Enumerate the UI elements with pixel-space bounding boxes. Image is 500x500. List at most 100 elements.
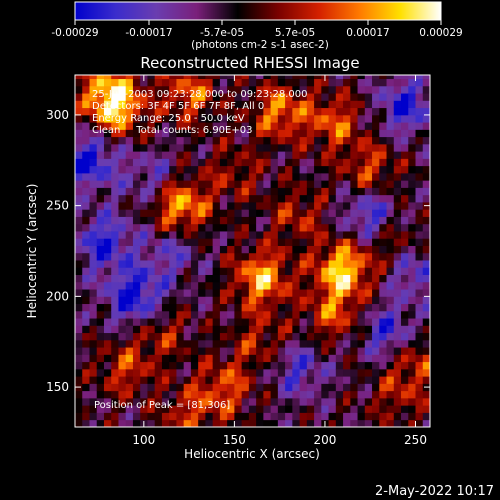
heatmap-cell xyxy=(219,172,228,181)
heatmap-cell xyxy=(169,412,177,421)
heatmap-cell xyxy=(140,390,148,399)
heatmap-cell xyxy=(357,325,366,334)
heatmap-cell xyxy=(256,180,264,188)
heatmap-cell xyxy=(415,85,424,94)
heatmap-cell xyxy=(386,165,395,174)
heatmap-cell xyxy=(393,100,402,109)
heatmap-cell xyxy=(393,310,402,319)
heatmap-cell xyxy=(292,194,300,203)
heatmap-cell xyxy=(176,390,185,399)
heatmap-cell xyxy=(321,100,329,109)
heatmap-cell xyxy=(379,325,387,334)
heatmap-cell xyxy=(328,209,337,217)
heatmap-cell xyxy=(328,339,337,348)
heatmap-cell xyxy=(198,231,206,239)
heatmap-cell xyxy=(256,216,264,225)
heatmap-cell xyxy=(277,267,286,275)
heatmap-cell xyxy=(415,405,424,413)
heatmap-cell xyxy=(408,274,416,283)
heatmap-cell xyxy=(372,180,380,188)
heatmap-cell xyxy=(299,354,308,363)
heatmap-cell xyxy=(89,172,98,181)
heatmap-cell xyxy=(306,114,315,123)
heatmap-cell xyxy=(161,339,170,348)
heatmap-cell xyxy=(379,114,387,123)
heatmap-cell xyxy=(379,122,387,130)
heatmap-cell xyxy=(263,143,272,152)
heatmap-cell xyxy=(205,318,214,326)
heatmap-cell xyxy=(147,100,156,109)
heatmap-cell xyxy=(256,289,264,297)
heatmap-cell xyxy=(241,245,250,254)
heatmap-cell xyxy=(82,347,90,355)
heatmap-cell xyxy=(270,100,279,109)
heatmap-cell xyxy=(270,223,279,232)
heatmap-cell xyxy=(350,325,358,334)
heatmap-cell xyxy=(277,383,286,392)
heatmap-cell xyxy=(118,419,127,428)
heatmap-cell xyxy=(227,93,235,101)
heatmap-cell xyxy=(190,209,199,217)
heatmap-cell xyxy=(234,75,243,80)
heatmap-cell xyxy=(408,289,416,297)
heatmap-cell xyxy=(82,151,90,159)
heatmap-cell xyxy=(256,405,264,413)
heatmap-cell xyxy=(343,390,351,399)
heatmap-cell xyxy=(408,78,416,87)
heatmap-cell xyxy=(422,165,431,174)
heatmap-cell xyxy=(219,180,228,188)
heatmap-cell xyxy=(277,165,286,174)
heatmap-cell xyxy=(118,75,127,80)
observation-info: 25-Jun-2003 09:23:28.000 to 09:23:28.000… xyxy=(92,89,308,136)
heatmap-cell xyxy=(364,100,373,109)
heatmap-cell xyxy=(125,75,134,80)
heatmap-cell xyxy=(205,151,214,159)
heatmap-cell xyxy=(357,143,366,152)
heatmap-cell xyxy=(219,303,228,312)
heatmap-cell xyxy=(132,419,141,428)
heatmap-cell xyxy=(212,114,221,123)
heatmap-cell xyxy=(118,361,127,370)
heatmap-cell xyxy=(408,158,416,167)
heatmap-cell xyxy=(343,122,351,130)
heatmap-cell xyxy=(422,75,431,80)
heatmap-cell xyxy=(248,231,257,239)
heatmap-cell xyxy=(314,397,322,406)
heatmap-cell xyxy=(140,151,148,159)
heatmap-cell xyxy=(140,260,148,268)
heatmap-cell xyxy=(125,202,134,210)
heatmap-cell xyxy=(96,165,105,174)
heatmap-cell xyxy=(205,238,214,246)
heatmap-cell xyxy=(75,187,83,196)
heatmap-cell xyxy=(314,100,322,109)
heatmap-cell xyxy=(190,325,199,334)
heatmap-cell xyxy=(219,332,228,341)
heatmap-cell xyxy=(270,325,279,334)
heatmap-cell xyxy=(277,332,286,341)
heatmap-cell xyxy=(125,143,134,152)
heatmap-cell xyxy=(227,281,235,290)
heatmap-cell xyxy=(103,151,112,159)
heatmap-cell xyxy=(248,296,257,305)
heatmap-cell xyxy=(415,354,424,363)
heatmap-cell xyxy=(82,238,90,246)
heatmap-cell xyxy=(198,151,206,159)
heatmap-cell xyxy=(328,107,337,116)
heatmap-cell xyxy=(241,260,250,268)
heatmap-cell xyxy=(82,172,90,181)
heatmap-cell xyxy=(103,114,112,123)
heatmap-cell xyxy=(96,274,105,283)
heatmap-cell xyxy=(234,252,243,261)
heatmap-cell xyxy=(125,289,134,297)
heatmap-cell xyxy=(386,281,395,290)
heatmap-cell xyxy=(75,107,83,116)
heatmap-cell xyxy=(82,281,90,290)
heatmap-cell xyxy=(75,260,83,268)
heatmap-cell xyxy=(89,209,98,217)
heatmap-cell xyxy=(118,114,127,123)
heatmap-cell xyxy=(350,202,358,210)
heatmap-cell xyxy=(350,361,358,370)
heatmap-cell xyxy=(306,93,315,101)
heatmap-cell xyxy=(415,129,424,138)
heatmap-cell xyxy=(241,412,250,421)
